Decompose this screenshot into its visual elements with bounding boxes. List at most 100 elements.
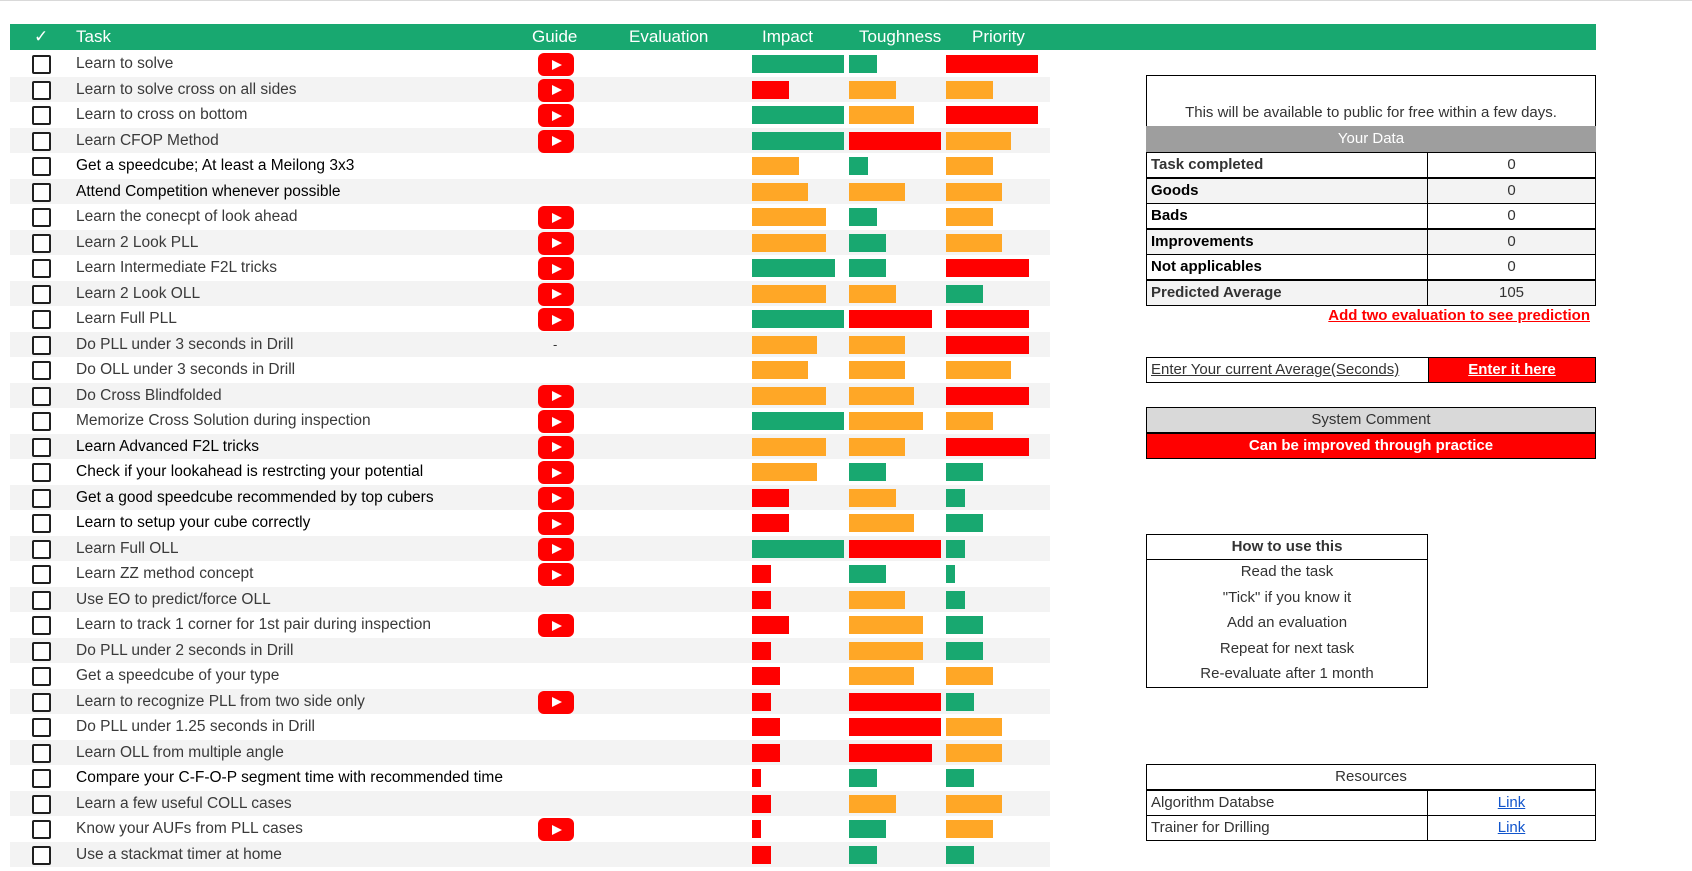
task-checkbox[interactable] — [32, 718, 51, 737]
impact-bar — [752, 718, 780, 736]
toughness-bar — [849, 182, 905, 201]
task-checkbox[interactable] — [32, 284, 51, 304]
task-checkbox[interactable] — [32, 259, 51, 278]
priority-bar — [946, 616, 983, 634]
task-label: Learn 2 Look PLL — [76, 233, 199, 251]
table-row: Do Cross Blindfolded — [10, 382, 1050, 408]
task-label: Do PLL under 3 seconds in Drill — [76, 335, 294, 353]
task-checkbox[interactable] — [32, 463, 51, 482]
task-checkbox[interactable] — [32, 80, 51, 100]
task-checkbox[interactable] — [32, 820, 51, 839]
toughness-bar — [849, 616, 923, 634]
your-data-label: Predicted Average — [1146, 279, 1428, 306]
table-row: Learn ZZ method concept — [10, 561, 1050, 587]
how-to-step: "Tick" if you know it — [1222, 588, 1352, 606]
youtube-icon[interactable] — [538, 435, 574, 459]
youtube-icon[interactable] — [538, 410, 574, 433]
priority-bar — [946, 310, 1029, 328]
youtube-icon[interactable] — [538, 257, 574, 280]
impact-bar — [752, 310, 844, 328]
priority-bar — [946, 208, 993, 226]
task-checkbox[interactable] — [32, 208, 51, 227]
task-checkbox[interactable] — [32, 131, 51, 151]
how-to-steps: Read the task "Tick" if you know it Add an… — [1146, 559, 1428, 688]
guide-column-header: Guide — [532, 27, 578, 46]
task-checkbox[interactable] — [32, 667, 51, 686]
priority-bar — [946, 845, 974, 864]
task-checkbox[interactable] — [32, 182, 51, 202]
priority-bar — [946, 386, 1029, 405]
youtube-icon[interactable] — [538, 308, 574, 331]
youtube-icon[interactable] — [538, 818, 574, 841]
youtube-icon[interactable] — [538, 282, 574, 306]
task-checkbox[interactable] — [32, 488, 51, 508]
task-checkbox[interactable] — [32, 539, 51, 559]
youtube-icon[interactable] — [538, 78, 574, 102]
youtube-icon[interactable] — [538, 461, 574, 484]
task-checkbox[interactable] — [32, 310, 51, 329]
youtube-icon[interactable] — [538, 486, 574, 510]
impact-bar — [752, 284, 826, 303]
toughness-bar — [849, 692, 941, 711]
checkmark-header: ✓ — [34, 27, 49, 46]
task-checkbox[interactable] — [32, 412, 51, 431]
youtube-icon[interactable] — [538, 104, 574, 127]
task-checkbox[interactable] — [32, 743, 51, 763]
task-checkbox[interactable] — [32, 335, 51, 355]
priority-bar — [946, 769, 974, 787]
task-checkbox[interactable] — [32, 845, 51, 865]
youtube-icon[interactable] — [538, 53, 574, 76]
table-row: Learn Full PLL — [10, 306, 1050, 332]
task-checkbox[interactable] — [32, 769, 51, 788]
table-row: Get a good speedcube recommended by top … — [10, 484, 1050, 510]
task-label: Learn to solve cross on all sides — [76, 80, 297, 98]
table-row: Learn to solve — [10, 51, 1050, 77]
prediction-hint-link[interactable]: Add two evaluation to see prediction — [1328, 307, 1590, 324]
your-data-value: 0 — [1427, 177, 1596, 204]
task-checkbox[interactable] — [32, 106, 51, 125]
empty-banner-cell — [1146, 75, 1596, 101]
youtube-icon[interactable] — [538, 563, 574, 586]
impact-bar — [752, 539, 844, 558]
youtube-icon[interactable] — [538, 206, 574, 229]
table-row: Learn a few useful COLL cases — [10, 790, 1050, 816]
task-checkbox[interactable] — [32, 692, 51, 712]
youtube-icon[interactable] — [538, 537, 574, 561]
impact-bar — [752, 514, 789, 532]
toughness-bar — [849, 641, 923, 660]
task-checkbox[interactable] — [32, 616, 51, 635]
table-row: Learn to setup your cube correctly — [10, 510, 1050, 536]
task-checkbox[interactable] — [32, 55, 51, 74]
resource-link[interactable]: Link — [1497, 819, 1526, 836]
task-label: Learn Full OLL — [76, 539, 179, 557]
youtube-icon[interactable] — [538, 512, 574, 535]
priority-bar — [946, 718, 1002, 736]
youtube-icon[interactable] — [538, 614, 574, 637]
youtube-icon[interactable] — [538, 384, 574, 408]
youtube-icon[interactable] — [538, 690, 574, 714]
task-checkbox[interactable] — [32, 437, 51, 457]
task-label: Learn Advanced F2L tricks — [76, 437, 259, 455]
task-checkbox[interactable] — [32, 233, 51, 253]
priority-bar — [946, 743, 1002, 762]
table-row: Learn Advanced F2L tricks — [10, 433, 1050, 459]
enter-average-button[interactable]: Enter it here — [1428, 357, 1596, 383]
table-row: Learn to solve cross on all sides — [10, 76, 1050, 102]
priority-bar — [946, 335, 1029, 354]
priority-bar — [946, 157, 993, 175]
priority-bar — [946, 565, 955, 583]
task-checkbox[interactable] — [32, 565, 51, 584]
table-row: Use a stackmat timer at home — [10, 841, 1050, 867]
impact-bar — [752, 412, 844, 430]
task-checkbox[interactable] — [32, 641, 51, 661]
task-checkbox[interactable] — [32, 361, 51, 380]
task-checkbox[interactable] — [32, 514, 51, 533]
task-checkbox[interactable] — [32, 386, 51, 406]
youtube-icon[interactable] — [538, 129, 574, 153]
task-checkbox[interactable] — [32, 157, 51, 176]
task-checkbox[interactable] — [32, 794, 51, 814]
table-row: Learn 2 Look PLL — [10, 229, 1050, 255]
resource-link[interactable]: Link — [1497, 794, 1526, 811]
task-checkbox[interactable] — [32, 590, 51, 610]
youtube-icon[interactable] — [538, 231, 574, 255]
